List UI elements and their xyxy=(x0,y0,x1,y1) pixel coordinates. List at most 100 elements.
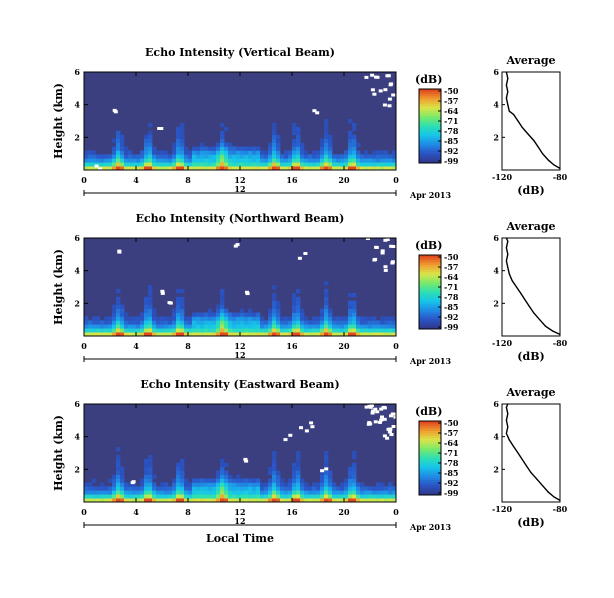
heatmap-cell xyxy=(340,328,345,333)
heatmap-cell xyxy=(352,126,357,132)
heatmap-cell xyxy=(196,328,201,333)
heatmap-cell xyxy=(236,328,241,333)
heatmap-cell xyxy=(148,158,153,163)
heatmap-cell xyxy=(104,328,109,333)
heatmap-cell xyxy=(240,486,245,491)
heatmap-cell xyxy=(304,150,309,155)
heatmap-cell xyxy=(324,288,329,294)
heatmap-cell xyxy=(128,490,133,495)
heatmap-cell xyxy=(116,328,121,333)
heatmap-cell xyxy=(228,150,233,155)
x-tick-label: 16 xyxy=(286,175,298,185)
heatmap-cell xyxy=(220,150,225,155)
heatmap-cell xyxy=(264,498,269,503)
heatmap-cell xyxy=(124,320,129,325)
heatmap-cell xyxy=(152,332,157,337)
heatmap-cell xyxy=(380,320,385,325)
heatmap-cell xyxy=(296,498,301,503)
heatmap-cell xyxy=(272,316,277,321)
heatmap-cell xyxy=(120,154,125,159)
heatmap-cell xyxy=(332,494,337,499)
heatmap-cell xyxy=(132,486,137,491)
heatmap-cell xyxy=(268,328,273,333)
heatmap-cell xyxy=(196,154,201,159)
heatmap-cell xyxy=(184,166,189,171)
profile-point xyxy=(507,104,509,106)
heatmap-cell xyxy=(180,482,185,487)
heatmap-cell xyxy=(352,308,357,313)
missing-data-cell xyxy=(387,104,392,108)
heatmap-cell xyxy=(296,312,301,317)
heatmap-cell xyxy=(348,142,353,147)
heatmap-cell xyxy=(296,300,301,306)
heatmap-cell xyxy=(344,482,349,487)
heatmap-cell xyxy=(208,332,213,337)
heatmap-cell xyxy=(100,482,105,487)
panel-title: Echo Intensity (Northward Beam) xyxy=(136,212,345,225)
heatmap-cell xyxy=(240,316,245,321)
heatmap-cell xyxy=(312,166,317,171)
heatmap-cell xyxy=(292,462,297,468)
heatmap-cell xyxy=(292,300,297,306)
heatmap-cell xyxy=(144,486,149,491)
heatmap-cell xyxy=(292,490,297,495)
heatmap-cell xyxy=(240,478,245,483)
heatmap-cell xyxy=(204,146,209,151)
missing-data-cell xyxy=(364,75,369,79)
profile-point xyxy=(507,91,509,93)
heatmap-cell xyxy=(292,308,297,313)
heatmap-cell xyxy=(316,328,321,333)
heatmap-cell xyxy=(320,490,325,495)
heatmap-cell xyxy=(88,162,93,167)
heatmap-cell xyxy=(144,490,149,495)
heatmap-cell xyxy=(172,490,177,495)
heatmap-cell xyxy=(104,494,109,499)
missing-data-cell xyxy=(371,409,375,413)
x-tick-label: 16 xyxy=(286,507,298,517)
profile-point xyxy=(515,286,518,288)
heatmap-cell xyxy=(312,158,317,163)
heatmap-cell xyxy=(96,490,101,495)
heatmap-cell xyxy=(364,324,369,329)
heatmap-cell xyxy=(324,451,329,456)
heatmap-cell xyxy=(276,166,281,171)
heatmap-cell xyxy=(144,494,149,499)
y-tick-label: 2 xyxy=(74,298,80,308)
heatmap-cell xyxy=(392,154,397,159)
heatmap-cell xyxy=(368,494,373,499)
heatmap-cell xyxy=(116,308,121,313)
colorbar-segment xyxy=(419,294,441,298)
x-tick-label: 20 xyxy=(338,341,350,351)
heatmap-cell xyxy=(352,150,357,155)
heatmap-cell xyxy=(144,150,149,155)
heatmap-cell xyxy=(112,138,117,143)
heatmap-cell xyxy=(164,498,169,503)
heatmap-cell xyxy=(264,328,269,333)
heatmap-cell xyxy=(144,162,149,167)
missing-data-cell xyxy=(324,467,329,471)
colorbar-segment xyxy=(419,282,441,286)
heatmap-cell xyxy=(368,328,373,333)
profile-point xyxy=(508,110,510,112)
heatmap-cell xyxy=(200,166,205,171)
heatmap-cell xyxy=(344,494,349,499)
heatmap-cell xyxy=(120,320,125,325)
heatmap-cell xyxy=(220,300,225,306)
heatmap-cell xyxy=(208,150,213,155)
heatmap-cell xyxy=(372,158,377,163)
heatmap-cell xyxy=(364,490,369,495)
heatmap-cell xyxy=(328,150,333,155)
heatmap-cell xyxy=(200,482,205,487)
heatmap-cell xyxy=(176,296,181,302)
heatmap-cell xyxy=(256,328,261,333)
heatmap-cell xyxy=(120,158,125,163)
heatmap-cell xyxy=(164,494,169,499)
heatmap-cell xyxy=(192,162,197,167)
heatmap-cell xyxy=(136,490,141,495)
heatmap-cell xyxy=(328,332,333,337)
heatmap-cell xyxy=(220,166,225,171)
colorbar-segment xyxy=(419,435,441,439)
panel-0: Echo Intensity (Vertical Beam)0 4 8 12 16 20 0… xyxy=(52,46,568,200)
heatmap-cell xyxy=(100,154,105,159)
heatmap-cell xyxy=(332,332,337,337)
